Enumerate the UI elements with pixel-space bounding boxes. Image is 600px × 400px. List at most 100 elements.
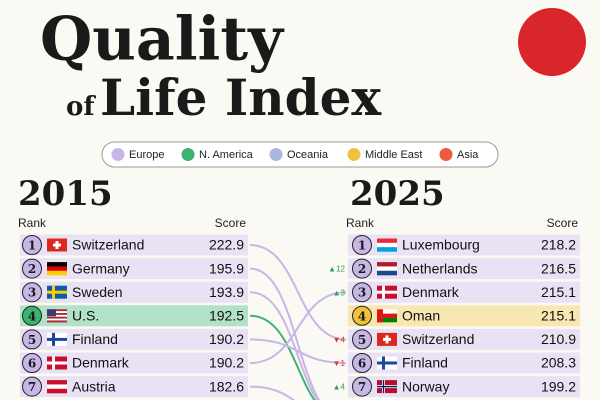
legend-dot [111,148,125,161]
rank: 2 [28,262,36,276]
country: Finland [72,331,118,347]
flag [377,332,397,346]
rank-badge [352,305,372,326]
flag [47,380,67,394]
flag-part [377,266,397,271]
country: Luxembourg [402,237,480,253]
row-bg [20,305,248,327]
year: 2025 [350,174,445,214]
flag-part [383,337,391,341]
legend-label: Middle East [365,149,422,161]
rank: 5 [28,333,36,347]
flag [47,332,67,346]
flag-part [377,247,397,252]
row-bg [348,328,580,350]
legend-dot [181,148,195,161]
rank: 6 [28,357,36,371]
country: Germany [72,260,130,276]
rank-header: Rank [18,216,47,230]
flag-part [47,388,67,394]
rank: 1 [28,239,36,253]
flag-part [47,318,67,321]
legend-dot [439,148,453,161]
country: Switzerland [72,237,144,253]
row-bg [348,258,580,280]
flag-part [47,337,67,341]
country: Switzerland [402,331,474,347]
legend-label: Asia [457,149,479,161]
flag-part [377,385,397,388]
flag-part [47,309,67,312]
connector [249,244,347,341]
rank: 4 [28,309,36,323]
score: 190.2 [209,355,244,371]
flag [47,238,67,252]
row-bg [348,352,580,374]
score: 193.9 [209,284,244,300]
row-bg [20,352,248,374]
row-bg [20,328,248,350]
flag-part [377,262,397,267]
flag-part [47,309,56,317]
score: 210.9 [541,331,576,347]
flag-part [377,317,397,323]
connector [249,338,347,364]
rank-change: ▲12 [328,265,345,274]
rank-badge [352,353,372,373]
rank: 7 [28,380,36,394]
rank-change: ▼4 [333,336,346,345]
flag-part [47,316,67,319]
row-bg [348,376,580,398]
score: 208.3 [541,355,576,371]
score: 215.1 [541,284,576,300]
score: 192.5 [209,308,244,324]
rank: 7 [358,380,366,394]
year: 2015 [18,174,113,214]
country: Oman [402,308,440,324]
legend-dot [269,148,283,161]
row-bg [348,234,580,256]
country: Netherlands [402,260,478,276]
flag [47,356,67,370]
country: Norway [402,378,449,394]
rank-badge [352,258,372,279]
rank-change: ▼1 [333,359,346,368]
title-of: of [66,92,96,122]
flag-part [377,242,397,248]
score: 222.9 [209,237,244,253]
rank: 3 [358,286,366,300]
row-bg [348,281,580,303]
legend-label: N. America [199,149,254,161]
score: 215.1 [541,308,576,324]
flag [47,285,67,299]
legend-label: Oceania [287,149,329,161]
row-bg [348,305,580,327]
country: Finland [402,355,448,371]
rank-badge [22,235,42,255]
score: 199.2 [541,378,576,394]
rank-header: Rank [346,216,375,230]
rank-badge [352,235,372,255]
rank: 1 [358,239,366,253]
rank-badge [352,329,372,350]
country: Denmark [402,284,460,300]
rank-badge [352,282,372,303]
country: U.S. [72,308,99,324]
flag-part [377,270,397,276]
flag [377,262,397,276]
rank: 4 [358,309,366,323]
flag-part [47,270,67,276]
rank-badge [22,305,42,326]
flag-part [377,313,397,318]
title: Quality [40,5,285,75]
rank-badge [22,353,42,373]
rank-badge [352,376,372,397]
rank: 2 [358,262,366,276]
row-bg [20,376,248,398]
flag [377,309,397,323]
flag-part [47,290,67,294]
rank: 3 [28,286,36,300]
flag-part [377,309,383,323]
